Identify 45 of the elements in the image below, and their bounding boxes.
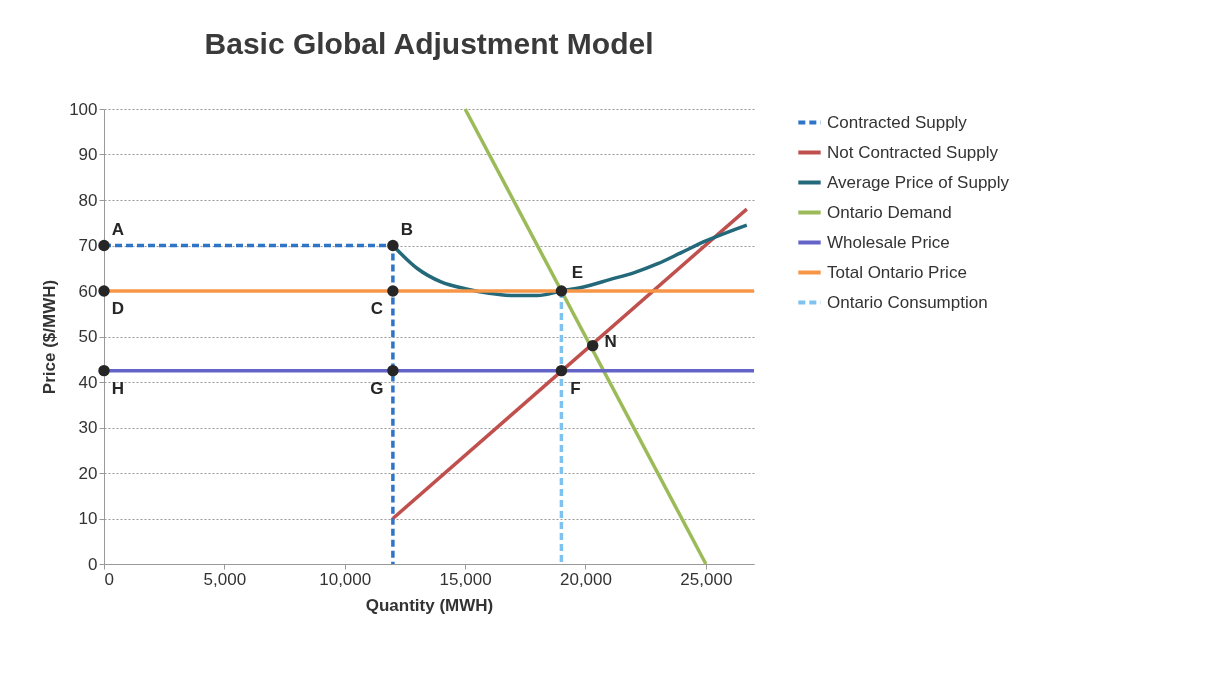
y-tick-label: 10	[78, 509, 98, 528]
x-tick-label: 0	[104, 569, 114, 589]
point	[555, 364, 568, 377]
y-tick-label: 50	[78, 327, 98, 346]
annotation: H	[111, 378, 125, 398]
y-tick-label: 30	[78, 418, 98, 437]
annotation: N	[604, 331, 617, 351]
annotation: E	[571, 263, 584, 282]
legend-label: Ontario Consumption	[827, 292, 988, 312]
y-tick-label: 70	[78, 236, 98, 255]
x-tick-label: 5,000	[203, 569, 247, 589]
point	[98, 364, 110, 377]
y-axis-title: Price ($/MWH)	[40, 279, 60, 395]
legend-label: Ontario Demand	[827, 202, 952, 222]
point	[387, 285, 399, 297]
y-tick-label: 80	[78, 190, 98, 210]
y-tick-label: 0	[88, 554, 98, 574]
point	[387, 364, 399, 377]
point	[98, 285, 110, 297]
point	[387, 239, 399, 252]
annotation: B	[400, 219, 414, 239]
chart-title: Basic Global Adjustment Model	[204, 27, 654, 60]
y-tick-label: 90	[78, 145, 98, 164]
x-axis-title: Quantity (MWH)	[365, 595, 494, 615]
y-tick-label: 40	[78, 372, 98, 392]
point	[587, 339, 599, 352]
annotation: G	[370, 378, 384, 398]
point	[98, 239, 110, 252]
annotation: C	[370, 299, 384, 318]
x-tick-label: 25,000	[680, 569, 733, 589]
legend-label: Contracted Supply	[827, 112, 968, 132]
legend-label: Not Contracted Supply	[827, 142, 999, 162]
annotation: A	[111, 219, 125, 239]
annotation: D	[111, 299, 125, 318]
legend-label: Wholesale Price	[827, 232, 950, 252]
annotation: F	[570, 378, 581, 398]
x-tick-label: 20,000	[559, 569, 612, 589]
legend-label: Total Ontario Price	[827, 262, 967, 282]
x-tick-label: 10,000	[319, 569, 372, 589]
y-tick-label: 60	[78, 281, 98, 301]
y-tick-label: 100	[69, 99, 98, 119]
point	[555, 285, 568, 297]
legend-label: Average Price of Supply	[827, 172, 1010, 192]
x-tick-label: 15,000	[439, 569, 492, 589]
y-tick-label: 20	[78, 463, 98, 483]
